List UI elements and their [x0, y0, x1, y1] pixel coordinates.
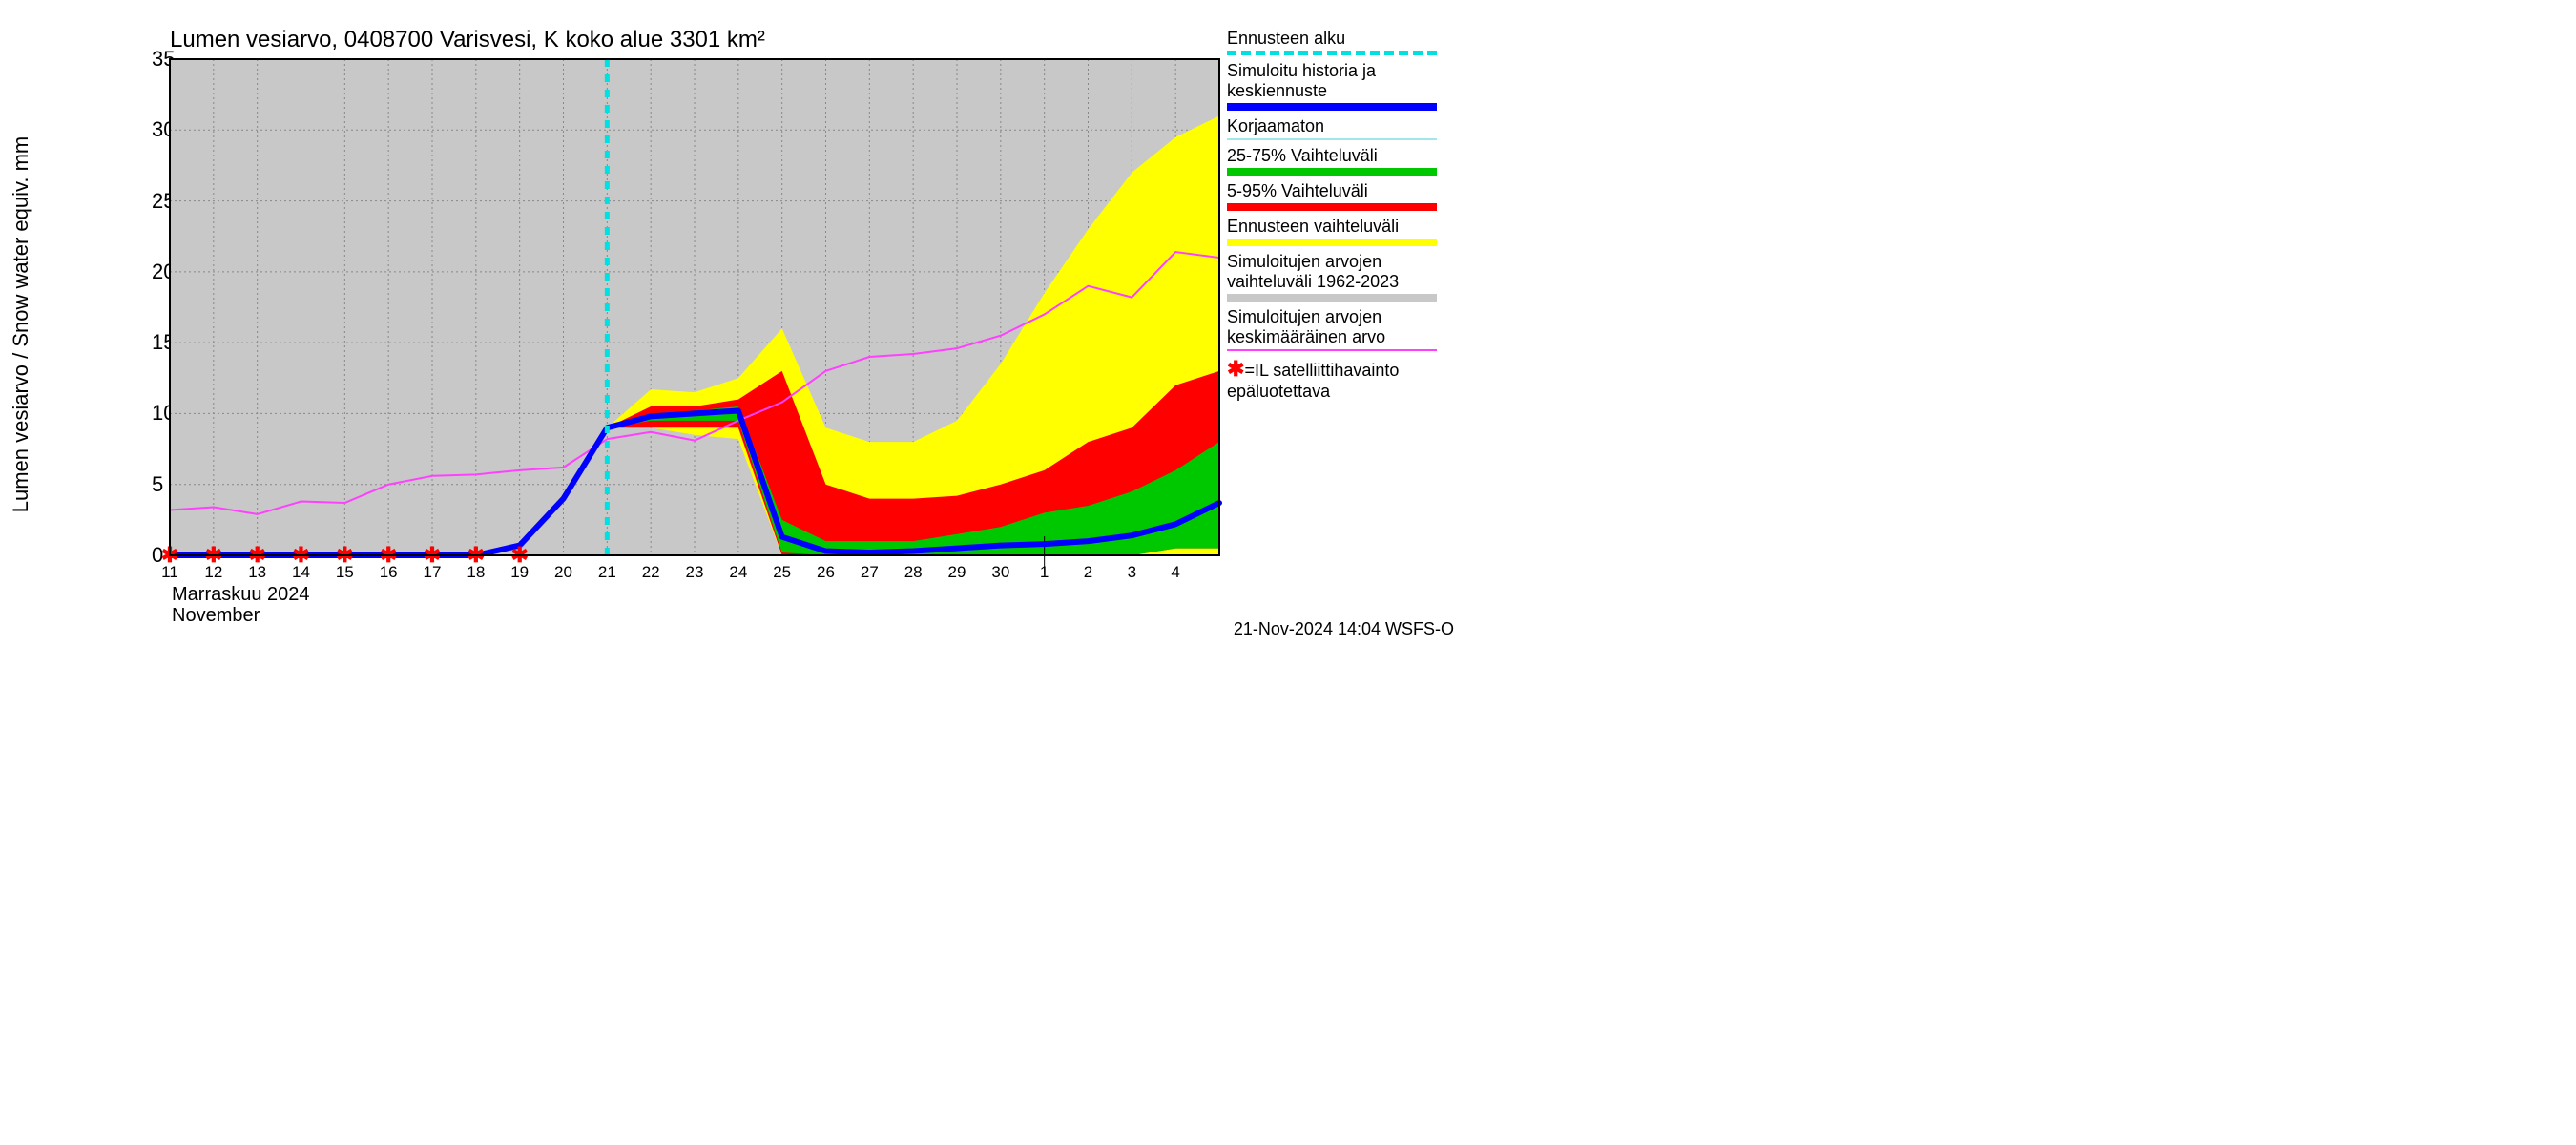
legend-label: Simuloitu historia ja keskiennuste	[1227, 61, 1456, 101]
legend-swatch	[1227, 138, 1437, 140]
legend-label: Ennusteen vaihteluväli	[1227, 217, 1456, 237]
y-tick: 10	[152, 401, 156, 426]
legend-label: 25-75% Vaihteluväli	[1227, 146, 1456, 166]
legend-label: Ennusteen alku	[1227, 29, 1456, 49]
legend-label: Simuloitujen arvojen vaihteluväli 1962-2…	[1227, 252, 1456, 292]
legend-item-sat: ✱=IL satelliittihavainto epäluotettava	[1227, 357, 1456, 402]
legend-item: 25-75% Vaihteluväli	[1227, 146, 1456, 176]
x-tick: 2	[1084, 563, 1092, 582]
chart-title: Lumen vesiarvo, 0408700 Varisvesi, K kok…	[170, 27, 765, 53]
legend-item: Korjaamaton	[1227, 116, 1456, 140]
legend-label: Korjaamaton	[1227, 116, 1456, 136]
chart-svg: ✱✱✱✱✱✱✱✱✱	[170, 59, 1219, 555]
legend-label: epäluotettava	[1227, 382, 1330, 401]
legend-item: Simuloitujen arvojen keskimääräinen arvo	[1227, 307, 1456, 351]
y-tick: 35	[152, 47, 156, 72]
legend: Ennusteen alku Simuloitu historia ja kesk…	[1227, 29, 1456, 407]
y-tick: 5	[152, 472, 156, 497]
x-tick: 28	[904, 563, 923, 582]
legend-swatch	[1227, 294, 1437, 302]
x-tick: 22	[642, 563, 660, 582]
legend-label: 5-95% Vaihteluväli	[1227, 181, 1456, 201]
x-tick: 30	[991, 563, 1009, 582]
x-tick: 25	[773, 563, 791, 582]
legend-swatch	[1227, 349, 1437, 351]
legend-label: =IL satelliittihavainto	[1244, 361, 1399, 380]
x-tick: 27	[861, 563, 879, 582]
legend-item: Ennusteen alku	[1227, 29, 1456, 55]
x-tick: 21	[598, 563, 616, 582]
asterisk-icon: ✱	[1227, 357, 1244, 381]
legend-swatch	[1227, 239, 1437, 246]
y-tick: 0	[152, 543, 156, 568]
x-tick: 3	[1128, 563, 1136, 582]
legend-swatch	[1227, 51, 1437, 55]
legend-item: Simuloitujen arvojen vaihteluväli 1962-2…	[1227, 252, 1456, 302]
legend-swatch	[1227, 103, 1437, 111]
legend-item: Simuloitu historia ja keskiennuste	[1227, 61, 1456, 111]
x-tick: 4	[1171, 563, 1179, 582]
legend-swatch	[1227, 168, 1437, 176]
chart-container: Lumen vesiarvo, 0408700 Varisvesi, K kok…	[0, 0, 1464, 651]
x-tick: 23	[686, 563, 704, 582]
x-tick: 24	[729, 563, 747, 582]
plot-area: ✱✱✱✱✱✱✱✱✱	[170, 59, 1219, 555]
month-labels: Marraskuu 2024 November	[172, 584, 310, 626]
x-tick: 20	[554, 563, 572, 582]
y-axis-label: Lumen vesiarvo / Snow water equiv. mm	[9, 136, 33, 513]
month-en: November	[172, 605, 310, 626]
y-tick: 15	[152, 330, 156, 355]
timestamp: 21-Nov-2024 14:04 WSFS-O	[1234, 619, 1454, 639]
legend-swatch	[1227, 203, 1437, 211]
y-tick: 25	[152, 189, 156, 214]
x-tick: 26	[817, 563, 835, 582]
legend-item: Ennusteen vaihteluväli	[1227, 217, 1456, 246]
y-tick: 20	[152, 260, 156, 284]
y-tick: 30	[152, 117, 156, 142]
month-fi: Marraskuu 2024	[172, 584, 310, 605]
legend-item: 5-95% Vaihteluväli	[1227, 181, 1456, 211]
legend-label: Simuloitujen arvojen keskimääräinen arvo	[1227, 307, 1456, 347]
x-tick: 29	[948, 563, 966, 582]
